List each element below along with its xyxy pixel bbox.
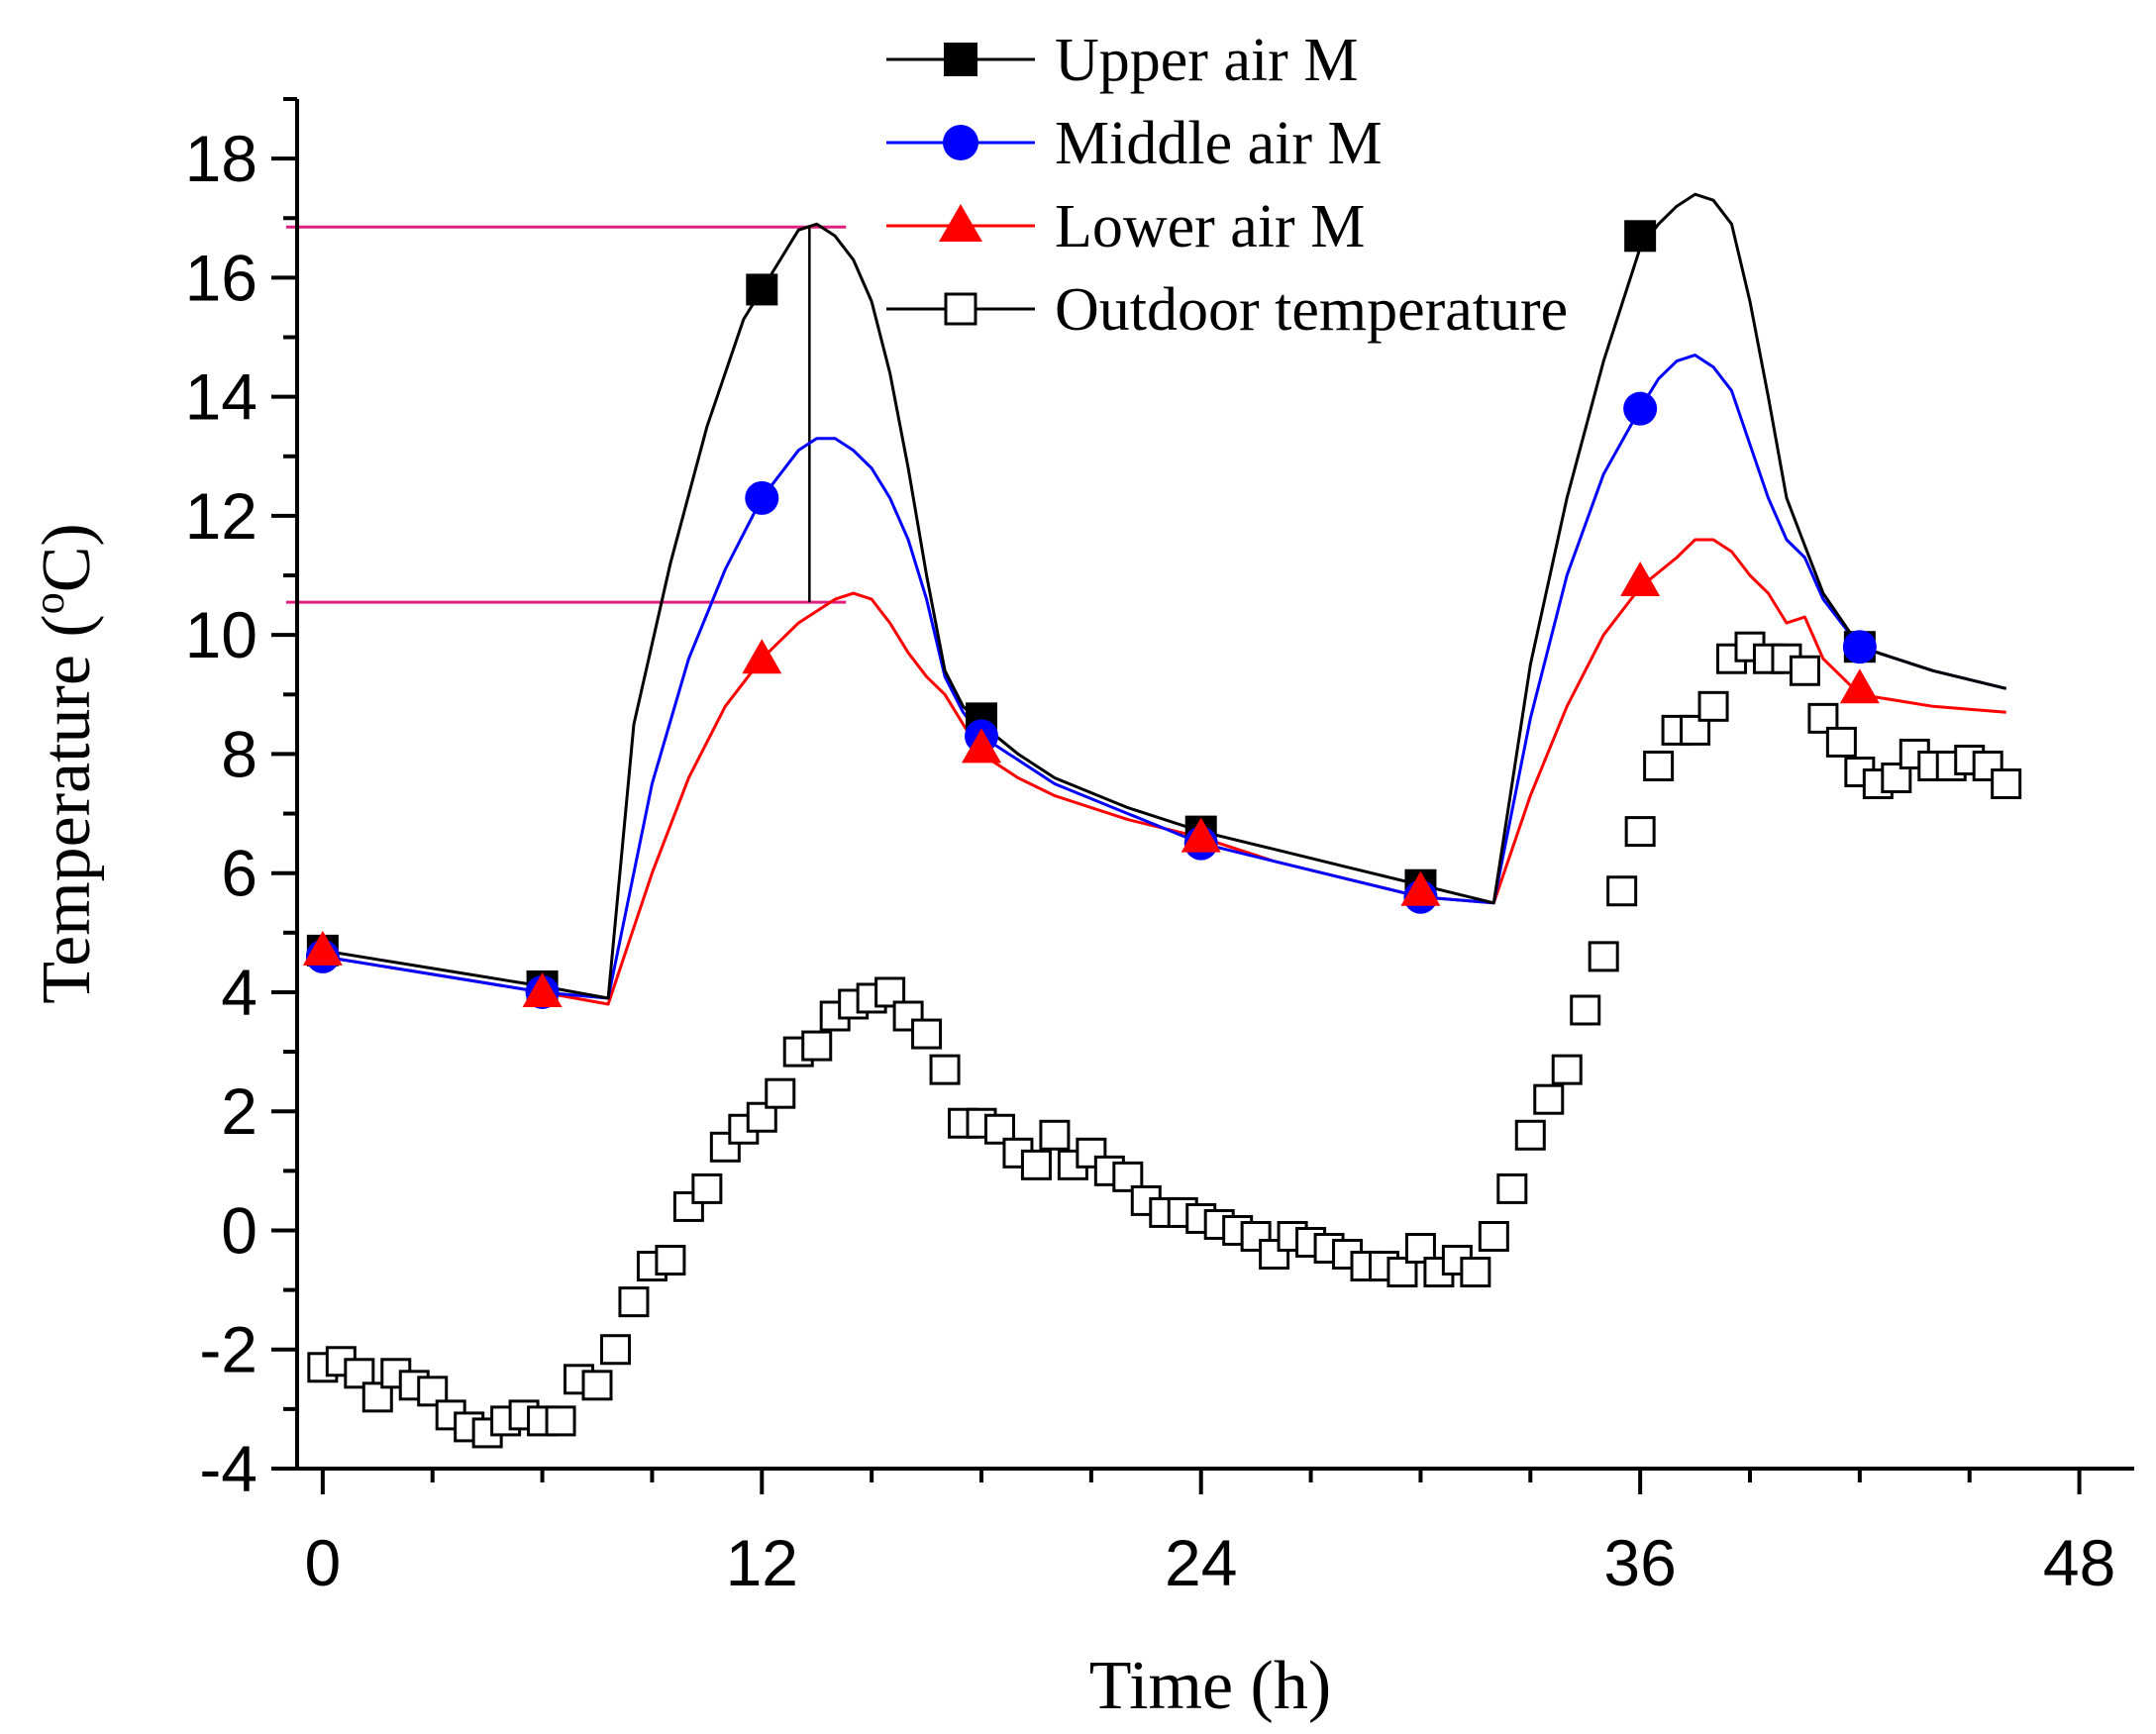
annotation-lines bbox=[285, 225, 847, 604]
outdoor-temperature-point bbox=[765, 1077, 796, 1109]
series-line-1 bbox=[322, 354, 2007, 1000]
x-axis-title: Time (h) bbox=[1089, 1648, 1331, 1724]
outdoor-temperature-point bbox=[1259, 1239, 1290, 1271]
legend-marker-middle bbox=[943, 125, 978, 160]
outdoor-temperature-point bbox=[874, 976, 906, 1008]
outdoor-temperature-point bbox=[1460, 1257, 1491, 1288]
outdoor-temperature-point bbox=[1514, 1119, 1546, 1151]
y-tick-label: 8 bbox=[221, 717, 257, 790]
outdoor-temperature-point bbox=[599, 1334, 631, 1366]
legend-marker-lower bbox=[939, 204, 982, 242]
outdoor-temperature-point bbox=[1570, 994, 1601, 1026]
outdoor-temperature-point bbox=[709, 1131, 741, 1163]
middle-air-marker bbox=[745, 480, 779, 515]
y-tick-label: 16 bbox=[185, 241, 257, 314]
y-tick-label: -2 bbox=[199, 1313, 257, 1386]
y-tick-label: 18 bbox=[185, 122, 257, 195]
outdoor-temperature-point bbox=[618, 1286, 650, 1318]
outdoor-temperature-point bbox=[1496, 1173, 1528, 1204]
lower-air-marker bbox=[302, 930, 343, 966]
legend-marker-upper bbox=[944, 43, 977, 76]
x-tick-label: 24 bbox=[1165, 1526, 1237, 1599]
outdoor-temperature-point bbox=[1624, 816, 1656, 848]
lower-air-marker bbox=[1839, 668, 1880, 704]
y-tick-label: -4 bbox=[199, 1432, 257, 1505]
outdoor-temperature-point bbox=[746, 1101, 777, 1133]
lower-air-marker bbox=[522, 971, 563, 1007]
y-axis-title: Temperature (oC) bbox=[25, 523, 105, 1003]
y-tick-label: 2 bbox=[221, 1074, 257, 1148]
legend-item-lower: Lower air M bbox=[886, 193, 1365, 260]
outdoor-temperature-point bbox=[1533, 1083, 1565, 1115]
legend-label-middle: Middle air M bbox=[1055, 110, 1383, 177]
outdoor-temperature-point bbox=[655, 1245, 686, 1276]
outdoor-temperature-point bbox=[545, 1405, 576, 1437]
x-tick-label: 48 bbox=[2043, 1526, 2115, 1599]
series-line-2 bbox=[322, 538, 2006, 1006]
series-line-0 bbox=[322, 192, 2007, 1000]
outdoor-temperature-point bbox=[911, 1018, 943, 1050]
outdoor-temperature-point bbox=[1643, 750, 1675, 781]
outdoor-temperature-point bbox=[1478, 1220, 1509, 1252]
lower-air-marker bbox=[1620, 561, 1661, 597]
legend-item-outdoor: Outdoor temperature bbox=[886, 276, 1568, 344]
legend-label-lower: Lower air M bbox=[1055, 193, 1365, 260]
x-tick-label: 36 bbox=[1603, 1526, 1676, 1599]
legend-label-upper: Upper air M bbox=[1055, 27, 1358, 94]
outdoor-temperature-point bbox=[691, 1173, 723, 1204]
legend-label-outdoor: Outdoor temperature bbox=[1055, 276, 1568, 344]
y-tick-label: 6 bbox=[221, 837, 257, 910]
x-tick-label: 12 bbox=[726, 1526, 798, 1599]
middle-air-marker bbox=[1842, 630, 1877, 664]
outdoor-temperature-point bbox=[1825, 726, 1857, 758]
legend-marker-outdoor bbox=[944, 292, 977, 326]
lower-air-marker bbox=[962, 728, 1002, 764]
outdoor-temperature-point bbox=[929, 1054, 961, 1085]
series-layer bbox=[302, 192, 2022, 1449]
y-tick-label: 0 bbox=[221, 1193, 257, 1267]
legend: Upper air M Middle air M Lower air M Out… bbox=[886, 27, 1568, 344]
outdoor-temperature-point bbox=[1991, 768, 2022, 799]
y-tick-label: 14 bbox=[185, 360, 257, 434]
outdoor-temperature-point bbox=[1020, 1149, 1052, 1180]
upper-air-marker bbox=[746, 273, 778, 306]
outdoor-temperature-point bbox=[581, 1370, 613, 1401]
legend-item-middle: Middle air M bbox=[886, 110, 1383, 177]
y-tick-label: 12 bbox=[185, 479, 257, 553]
lower-air-marker bbox=[1400, 870, 1441, 906]
y-axis-title-superscript: o bbox=[25, 592, 73, 614]
lower-air-marker bbox=[1181, 817, 1221, 853]
outdoor-temperature-point bbox=[1039, 1119, 1071, 1151]
y-tick-label: 10 bbox=[185, 598, 257, 671]
legend-item-upper: Upper air M bbox=[886, 27, 1358, 94]
middle-air-marker bbox=[1623, 391, 1658, 426]
lower-air-marker bbox=[742, 639, 782, 674]
upper-air-marker bbox=[1624, 220, 1657, 253]
outdoor-temperature-point bbox=[1606, 875, 1638, 907]
outdoor-temperature-point bbox=[1551, 1054, 1583, 1085]
outdoor-temperature-point bbox=[1789, 655, 1820, 686]
y-tick-label: 4 bbox=[221, 956, 257, 1029]
outdoor-temperature-point bbox=[1697, 690, 1729, 722]
outdoor-temperature-point bbox=[801, 1030, 833, 1062]
x-tick-label: 0 bbox=[305, 1526, 342, 1599]
outdoor-temperature-point bbox=[1588, 941, 1619, 972]
outdoor-temperature-point bbox=[1404, 1233, 1436, 1265]
